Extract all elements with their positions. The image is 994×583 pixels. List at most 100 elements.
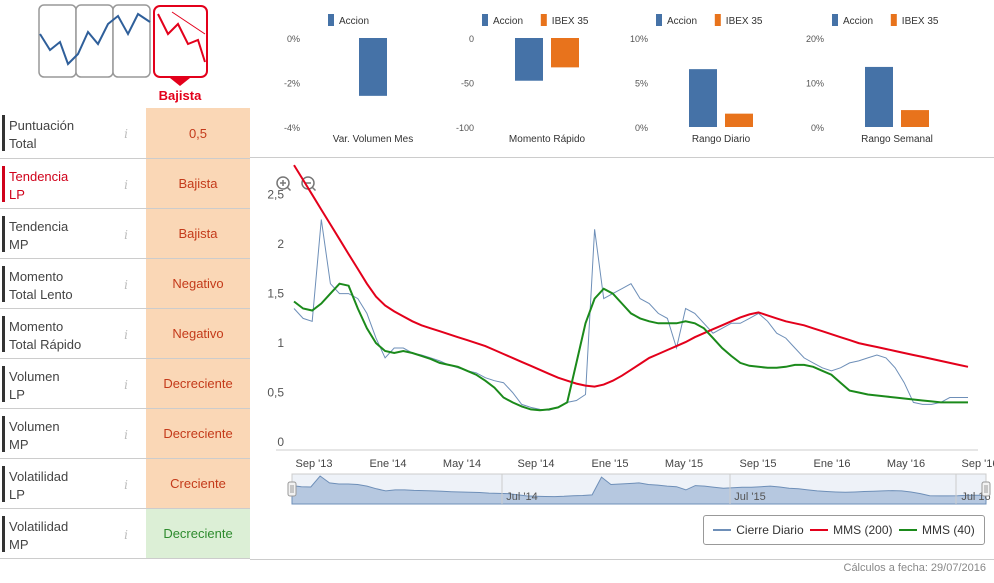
legend-swatch	[328, 14, 334, 26]
indicator-value: Decreciente	[146, 509, 250, 558]
info-icon[interactable]: i	[124, 278, 128, 292]
x-tick-label: May '14	[443, 458, 481, 470]
legend-item-mms40[interactable]: MMS (40)	[899, 523, 975, 537]
legend-label: IBEX 35	[726, 16, 763, 27]
indicator-label-line2: MP	[9, 537, 29, 552]
indicator-label-line1: Puntuación	[9, 118, 75, 133]
legend-swatch	[713, 529, 732, 531]
chart-title: Var. Volumen Mes	[333, 134, 413, 145]
info-icon[interactable]: i	[124, 178, 128, 192]
legend-label: Cierre Diario	[736, 523, 804, 537]
zoom-in-icon[interactable]	[276, 176, 292, 192]
chart-rango-diario: Accion IBEX 35 10% 5% 0% Rango Diario	[620, 8, 786, 148]
indicator-label: Volatilidad LP i	[0, 459, 146, 508]
x-tick-label: Sep '15	[740, 458, 777, 470]
indicator-value: Creciente	[146, 459, 250, 508]
indicator-value: Negativo	[146, 309, 250, 358]
tick-label: 0%	[811, 123, 824, 133]
price-chart: 0 0,5 1 1,5 2 2,5 Sep '13 Ene '14 May '14 Sep '14…	[258, 164, 994, 520]
info-icon[interactable]: i	[124, 127, 128, 141]
info-icon[interactable]: i	[124, 528, 128, 542]
mini-chart-svg: Accion IBEX 35 0 -50 -100 Momento Rápido	[456, 14, 589, 145]
indicator-row-volatilidad-lp: Volatilidad LP i Creciente	[0, 459, 250, 509]
bar	[725, 113, 753, 127]
indicator-row-volumen-lp: Volumen LP i Decreciente	[0, 359, 250, 409]
legend-label: MMS (200)	[833, 523, 893, 537]
chart-rango-semanal: Accion IBEX 35 20% 10% 0% Rango Semanal	[796, 8, 962, 148]
handle-body	[287, 481, 297, 497]
tick-label: 0%	[287, 34, 300, 44]
navigator-handle-left[interactable]	[287, 481, 297, 497]
tick-label: -2%	[284, 79, 300, 89]
zoom-in-circle	[276, 176, 290, 190]
info-icon[interactable]: i	[124, 228, 128, 242]
y-tick-label: 0	[277, 435, 284, 449]
info-icon[interactable]: i	[124, 478, 128, 492]
legend-swatch	[890, 14, 897, 26]
legend-item-mms200[interactable]: MMS (200)	[810, 523, 893, 537]
bar	[515, 38, 543, 81]
navigator-label: Jul '14	[506, 491, 537, 503]
indicator-value: Decreciente	[146, 409, 250, 458]
indicator-label-line1: Tendencia	[9, 169, 69, 184]
info-icon[interactable]: i	[124, 378, 128, 392]
legend-swatch	[482, 14, 488, 26]
legend-swatch	[810, 529, 829, 531]
navigator[interactable]: Jul '14 Jul '15 Jul 16	[287, 473, 991, 505]
legend-swatch	[899, 529, 918, 531]
indicator-label-line1: Volumen	[9, 369, 60, 384]
chart-legend: Cierre Diario MMS (200) MMS (40)	[703, 515, 985, 545]
series-line-cierre-diario	[293, 219, 968, 411]
trend-line-icon	[39, 12, 151, 66]
x-tick-label: Sep '16	[962, 458, 994, 470]
indicator-label: Tendencia LP i	[0, 159, 146, 208]
indicator-label: Puntuación Total i	[0, 108, 146, 158]
indicator-label: Momento Total Rápido i	[0, 309, 146, 358]
info-icon[interactable]: i	[124, 428, 128, 442]
chart-title: Rango Diario	[692, 134, 751, 145]
indicator-label-line2: MP	[9, 237, 29, 252]
legend-label: Accion	[493, 16, 523, 27]
handle-body	[981, 481, 991, 497]
x-tick-label: Ene '15	[592, 458, 629, 470]
indicator-value: Bajista	[146, 159, 250, 208]
navigator-handle-right[interactable]	[981, 481, 991, 497]
x-tick-label: May '15	[665, 458, 703, 470]
y-tick-label: 0,5	[267, 386, 284, 400]
trend-label: Bajista	[159, 88, 202, 103]
calculation-date: Cálculos a fecha: 29/07/2016	[843, 562, 987, 574]
y-tick-label: 1,5	[267, 287, 284, 301]
indicator-label: Volumen LP i	[0, 359, 146, 408]
indicator-label: Momento Total Lento i	[0, 259, 146, 308]
legend-swatch	[656, 14, 662, 26]
indicator-row-volatilidad-mp: Volatilidad MP i Decreciente	[0, 509, 250, 559]
indicator-label-line2: Total Rápido	[9, 337, 82, 352]
indicator-label: Volumen MP i	[0, 409, 146, 458]
bar	[865, 66, 893, 127]
mini-chart-svg: Accion 0% -2% -4% Var. Volumen Mes	[284, 14, 413, 145]
chart-var-volumen-mes: Accion 0% -2% -4% Var. Volumen Mes	[272, 8, 438, 148]
legend-label: Accion	[667, 16, 697, 27]
indicator-label-line1: Momento	[9, 319, 64, 334]
info-icon[interactable]: i	[124, 328, 128, 342]
legend-swatch	[540, 14, 547, 26]
indicator-label-line1: Volatilidad	[9, 519, 69, 534]
legend-label: IBEX 35	[902, 16, 939, 27]
mini-chart-svg: Accion IBEX 35 10% 5% 0% Rango Diario	[630, 14, 763, 145]
indicator-label-line2: LP	[9, 187, 25, 202]
tick-label: -50	[461, 79, 474, 89]
tick-label: 5%	[635, 79, 648, 89]
navigator-label: Jul '15	[734, 491, 765, 503]
navigator-area	[291, 475, 987, 505]
indicator-row-momento-total-rapido: Momento Total Rápido i Negativo	[0, 309, 250, 359]
indicator-label: Tendencia MP i	[0, 209, 146, 258]
legend-item-cierre[interactable]: Cierre Diario	[713, 523, 804, 537]
bar	[359, 38, 387, 96]
indicator-value: Negativo	[146, 259, 250, 308]
indicator-row-momento-total-lento: Momento Total Lento i Negativo	[0, 259, 250, 309]
x-tick-label: Sep '13	[296, 458, 333, 470]
main-chart-svg: 0 0,5 1 1,5 2 2,5 Sep '13 Ene '14 May '14 Sep '14…	[267, 164, 994, 505]
indicator-row-volumen-mp: Volumen MP i Decreciente	[0, 409, 250, 459]
tick-label: 10%	[806, 79, 824, 89]
indicator-label-line2: LP	[9, 487, 25, 502]
